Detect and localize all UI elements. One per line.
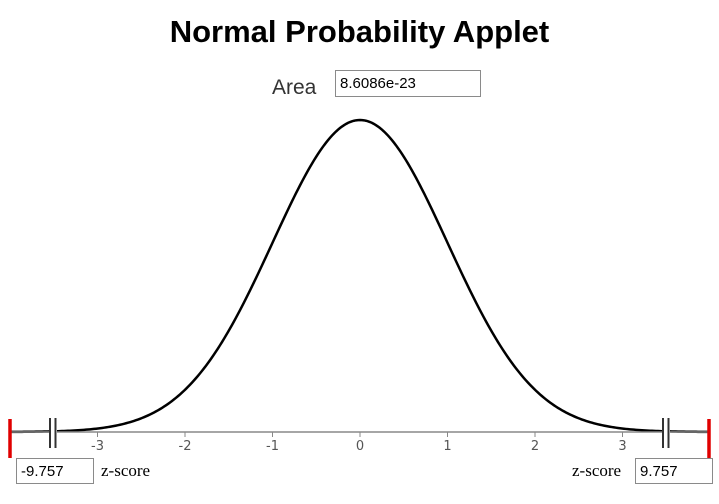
area-label: Area <box>272 76 317 99</box>
normal-curve <box>9 118 711 434</box>
x-axis-ticks: -3 -2 -1 0 1 2 3 <box>91 432 627 454</box>
x-tick-label: -2 <box>179 439 192 454</box>
area-input[interactable] <box>335 70 481 97</box>
x-tick-label: -3 <box>91 439 104 454</box>
x-tick-label: 1 <box>443 439 451 454</box>
right-z-handle[interactable] <box>662 418 670 448</box>
page-title: Normal Probability Applet <box>169 14 550 49</box>
x-tick-label: 3 <box>618 439 626 454</box>
right-z-label: z-score <box>572 461 622 480</box>
left-z-input[interactable] <box>16 458 94 484</box>
left-z-label: z-score <box>101 461 151 480</box>
x-tick-label: 2 <box>531 439 539 454</box>
x-tick-label: -1 <box>266 439 279 454</box>
x-tick-label: 0 <box>356 439 364 454</box>
right-z-input[interactable] <box>635 458 713 484</box>
left-z-handle[interactable] <box>49 418 57 448</box>
